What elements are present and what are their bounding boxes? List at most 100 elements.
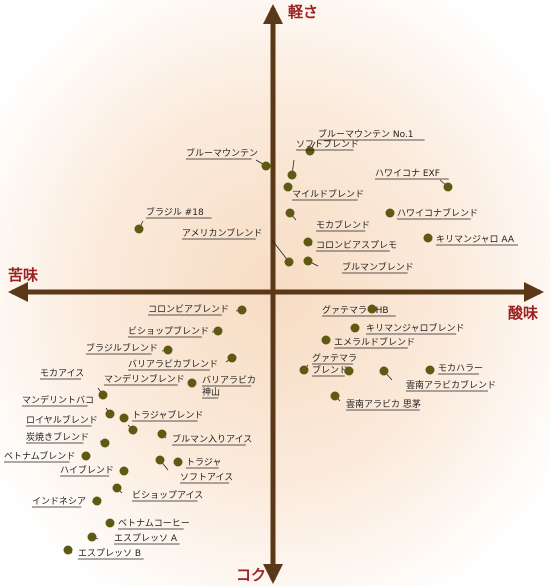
item-label: モカアイス (40, 368, 84, 379)
item-dot (92, 496, 102, 506)
map-item: ブルマン入りアイス (157, 429, 252, 446)
item-dot (213, 326, 223, 336)
item-dot (385, 208, 395, 218)
item-dot (283, 182, 293, 192)
item-dot (443, 182, 453, 192)
item-label: エメラルドブレンド (334, 336, 415, 348)
item-label: 炭焼きブレンド (26, 431, 89, 443)
item-label: マイルドブレンド (292, 188, 364, 200)
map-item: マイルドブレンド (283, 182, 364, 201)
leader-line (271, 239, 290, 263)
item-label: コロンビアスプレモ (316, 240, 397, 251)
map-item: 神山 (202, 386, 220, 399)
item-dot (321, 335, 331, 345)
item-label: ブラジルブレンド (86, 342, 158, 354)
item-dot (98, 390, 108, 400)
axis-label-bottom: コク (236, 566, 267, 584)
item-dot (379, 366, 389, 376)
item-dot (261, 161, 271, 171)
map-item: 雲南アラビカ 思茅 (330, 391, 421, 411)
item-label: グァテマラ (312, 352, 357, 364)
item-label: 雲南アラビカブレンド (406, 379, 496, 391)
item-label: マンデリンブレンド (104, 373, 185, 385)
item-label: キリマンジャロ AA (436, 235, 515, 245)
item-label: ソフトアイス (180, 473, 233, 483)
item-dot (344, 366, 354, 376)
item-dot (63, 545, 73, 555)
map-item: 炭焼きブレンド (26, 431, 110, 448)
map-item: インドネシア (32, 496, 102, 508)
item-dot (119, 466, 129, 476)
item-label: ハワイコナブレンド (397, 207, 478, 219)
item-label: 神山 (202, 386, 220, 398)
map-item: ソフトアイス (155, 455, 233, 484)
map-item: ブルーマウンテン No.1 (305, 128, 425, 156)
map-item: キリマンジャロブレンド (350, 322, 465, 335)
item-label: コロンビアブレンド (148, 303, 229, 315)
item-label: ブレンド (312, 364, 348, 376)
item-dot (105, 409, 115, 419)
map-item: ハイブレンド (60, 464, 129, 477)
item-dot (330, 391, 340, 401)
item-label: ブルーマウンテン (186, 147, 258, 159)
item-label: ブルマンブレンド (342, 261, 414, 273)
item-dot (303, 237, 313, 247)
item-label: 雲南アラビカ 思茅 (346, 398, 421, 410)
item-dot (287, 170, 297, 180)
item-dot (87, 532, 97, 542)
item-dot (173, 457, 183, 467)
map-item: モカアイス (40, 368, 108, 400)
item-label: マンデリントバコ (22, 394, 94, 406)
map-item: ブルーマウンテン (186, 147, 271, 171)
item-dot (119, 413, 129, 423)
item-label: グァテマラ SHB (322, 304, 389, 316)
map-item: トラジャ (173, 457, 221, 469)
item-label: ソフトブレンド (296, 138, 359, 150)
item-dot (187, 378, 197, 388)
map-item: ブレンド (312, 364, 354, 377)
map-item: ハワイコナ EXF (375, 168, 453, 192)
item-label: モカブレンド (316, 219, 370, 231)
map-item: グァテマラ (299, 352, 357, 375)
item-label: トラジャブレンド (132, 409, 203, 421)
item-dot (367, 304, 377, 314)
map-item: キリマンジャロ AA (423, 233, 518, 246)
item-dot (100, 438, 110, 448)
item-dot (303, 256, 313, 266)
item-label: バリアラビカブレンド (128, 358, 218, 370)
item-label: エスプレッソ A (114, 533, 178, 544)
item-dot (425, 365, 435, 375)
item-dot (299, 365, 309, 375)
map-item: ビショップアイス (112, 483, 203, 502)
item-dot (285, 208, 295, 218)
map-item: 雲南アラビカブレンド (379, 366, 496, 392)
map-item: エスプレッソ A (87, 532, 180, 545)
item-dot (157, 429, 167, 439)
map-item: エスプレッソ B (63, 545, 144, 560)
item-dot (284, 257, 294, 267)
map-item: ロイヤルブレンド (26, 414, 138, 435)
item-dot (112, 483, 122, 493)
map-item: トラジャブレンド (119, 409, 203, 423)
item-label: ブルマン入りアイス (172, 433, 252, 445)
axis-label-left: 苦味 (8, 266, 39, 284)
map-item: バリアラビカブレンド (128, 353, 237, 371)
map-item: ベトナムブレンド (4, 450, 91, 463)
item-dot (305, 146, 315, 156)
map-item: ビショップブレンド (128, 325, 223, 338)
item-dot (155, 455, 165, 465)
item-label: ロイヤルブレンド (26, 414, 98, 426)
map-item: コロンビアブレンド (148, 303, 247, 316)
item-label: ハイブレンド (60, 464, 114, 476)
item-label: ハワイコナ EXF (375, 168, 440, 179)
item-label: ビショップアイス (132, 490, 203, 501)
map-item: ブラジルブレンド (86, 342, 173, 355)
item-label: ブルーマウンテン No.1 (318, 128, 414, 140)
item-label: エスプレッソ B (78, 548, 141, 559)
item-label: モカハラー (438, 363, 483, 374)
map-item: アメリカンブレンド (182, 227, 294, 267)
item-dot (105, 518, 115, 528)
map-item: マンデリントバコ (22, 394, 115, 419)
map-item: エメラルドブレンド (321, 335, 415, 349)
